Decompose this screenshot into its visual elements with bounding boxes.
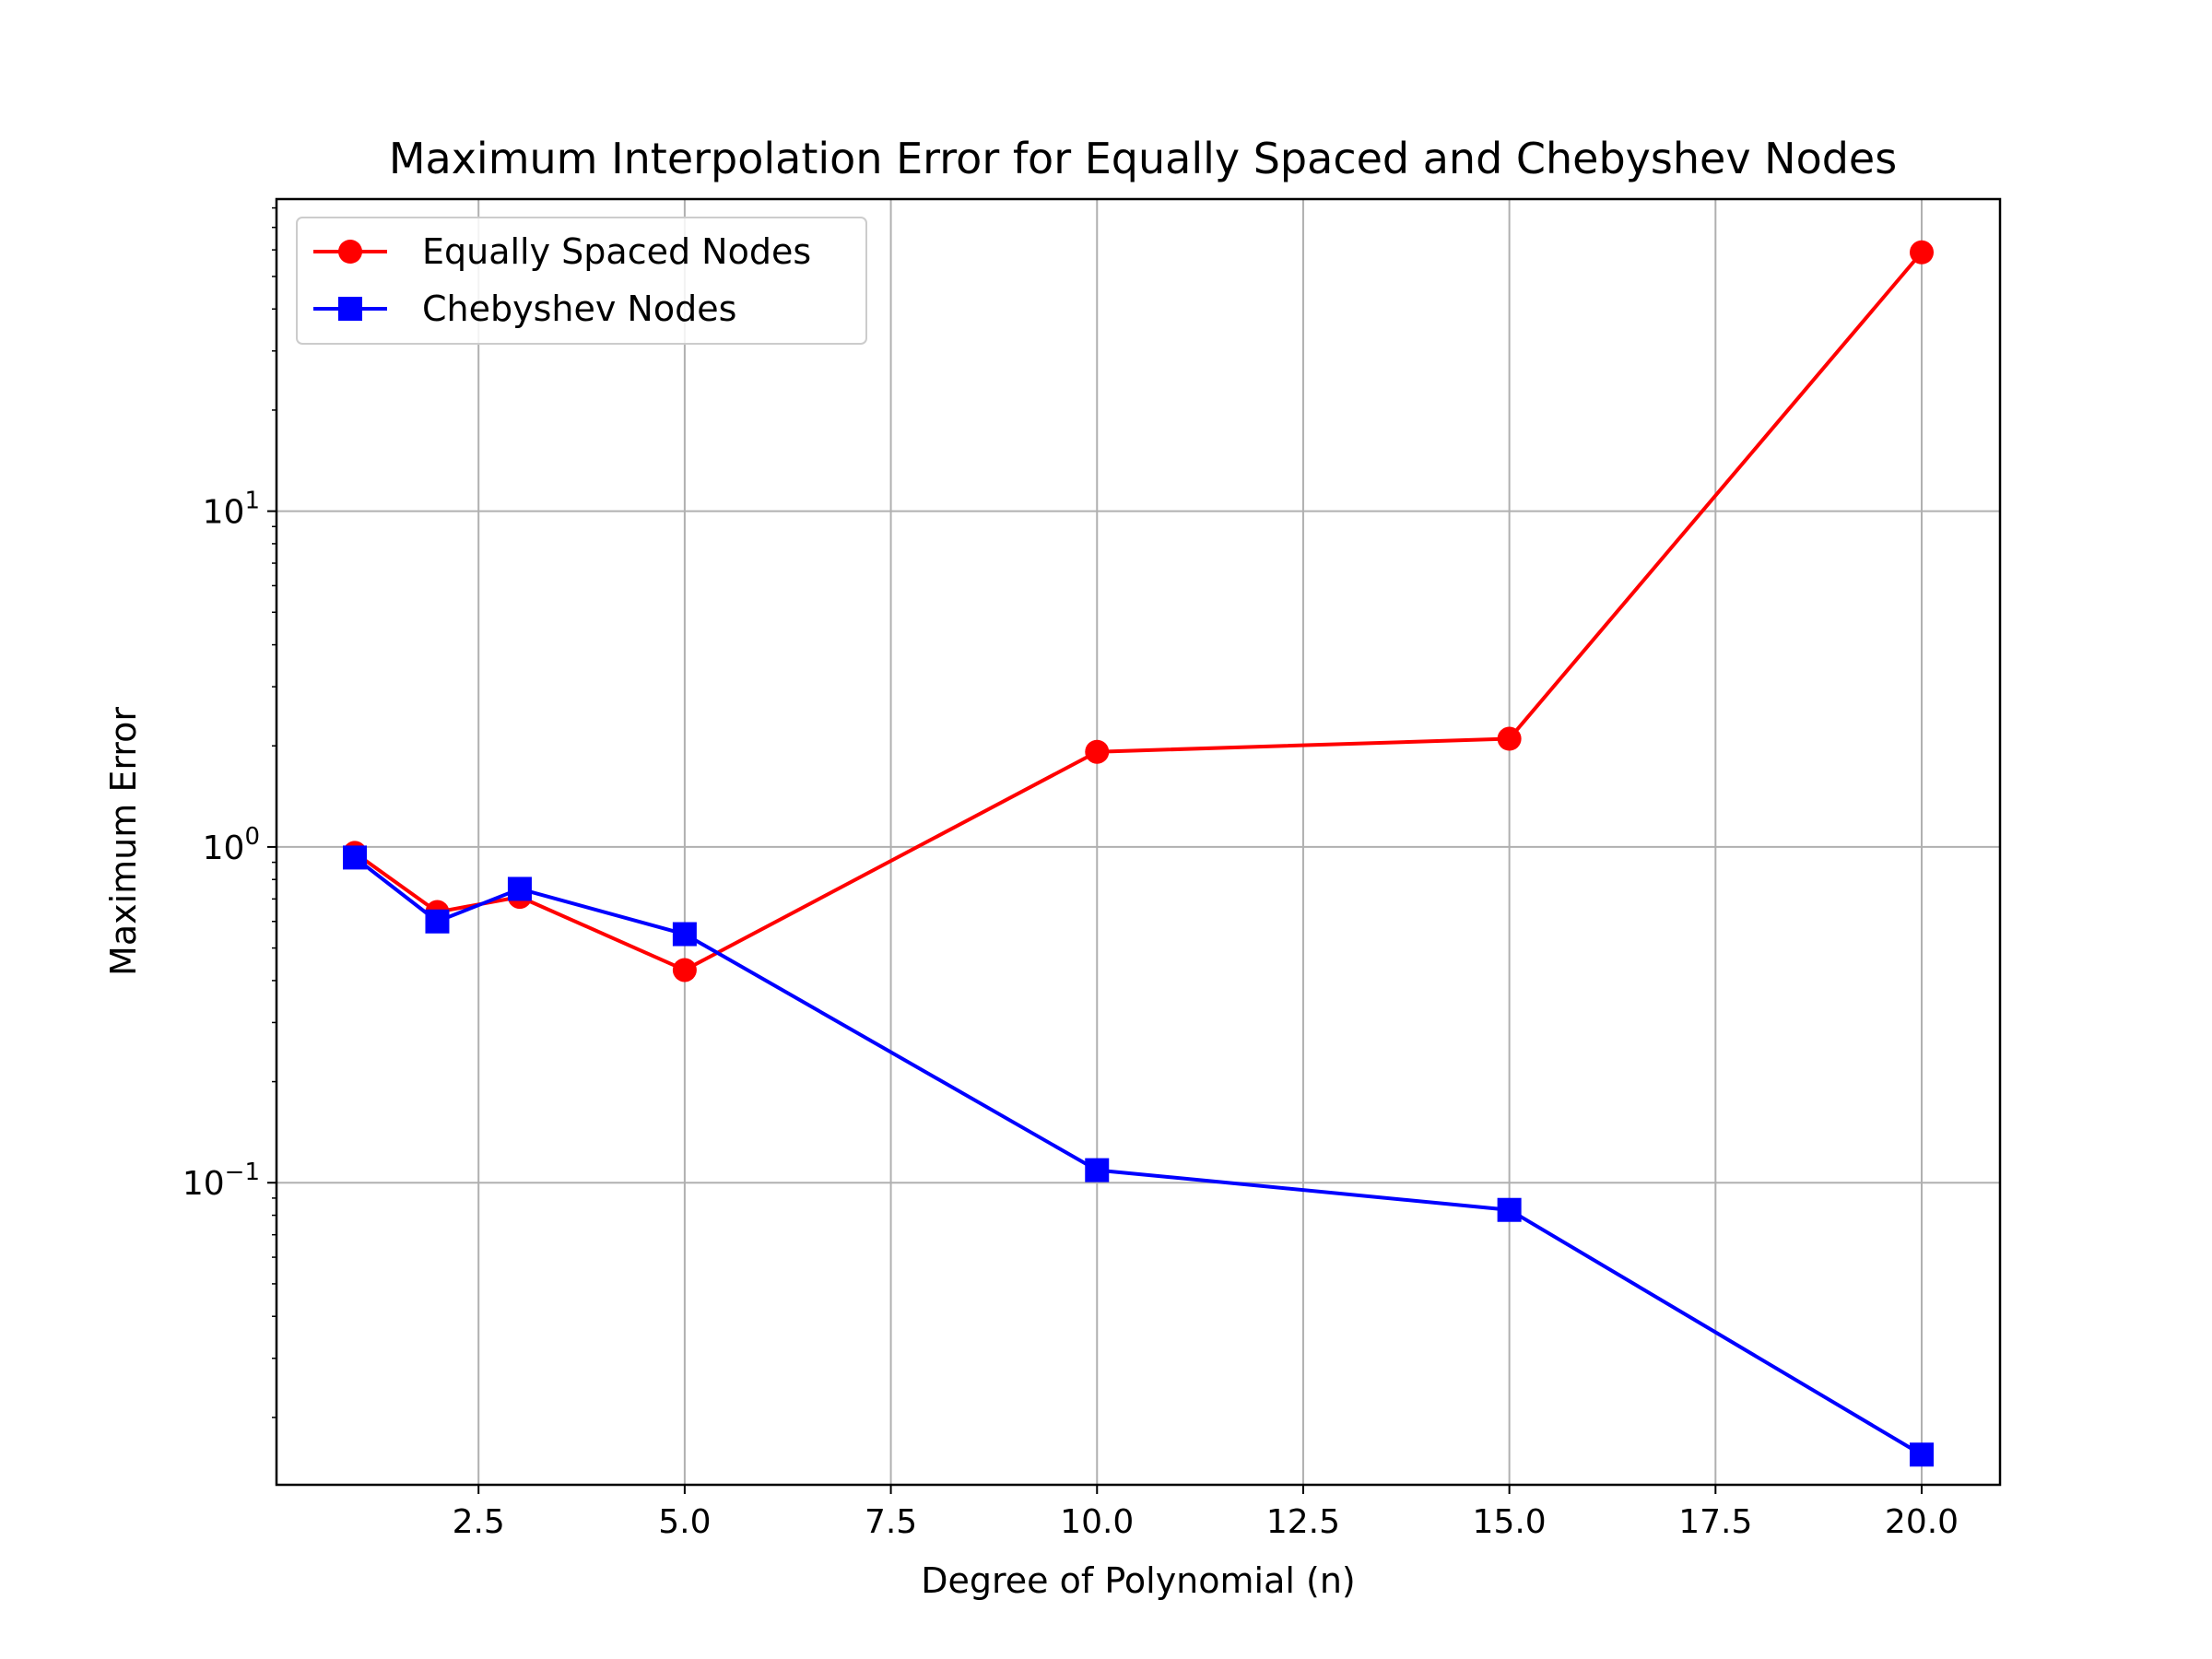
chart-title: Maximum Interpolation Error for Equally … <box>389 134 1897 183</box>
x-tick-label: 17.5 <box>1678 1503 1752 1541</box>
x-tick-label: 5.0 <box>658 1503 711 1541</box>
series-1-point <box>1085 1158 1110 1182</box>
legend-square-marker <box>338 297 362 321</box>
y-tick-label: 101 <box>203 488 260 532</box>
y-tick-label: 10−1 <box>182 1159 260 1203</box>
y-tick-exponent: −1 <box>225 1159 260 1186</box>
x-tick-label: 2.5 <box>453 1503 505 1541</box>
series-1-point <box>425 909 450 934</box>
x-axis-label: Degree of Polynomial (n) <box>921 1560 1356 1601</box>
y-tick-base: 10 <box>203 494 245 532</box>
legend-label: Chebyshev Nodes <box>422 288 736 329</box>
y-tick-exponent: 0 <box>244 823 260 851</box>
x-tick-label: 12.5 <box>1266 1503 1340 1541</box>
x-tick-label: 10.0 <box>1060 1503 1134 1541</box>
series-1-point <box>1910 1442 1934 1467</box>
series-1-point <box>343 845 367 870</box>
legend-box <box>296 217 867 345</box>
series-1-point <box>507 877 532 901</box>
series-1-point <box>1497 1197 1522 1222</box>
x-tick-label: 20.0 <box>1885 1503 1959 1541</box>
y-tick-exponent: 1 <box>244 488 260 515</box>
legend-circle-marker <box>338 240 362 264</box>
series-layer <box>343 240 1934 1467</box>
x-axis-ticks: 2.5 5.0 7.5 10.0 12.5 15.0 17.5 20.0 <box>453 1485 1959 1541</box>
legend-label: Equally Spaced Nodes <box>422 231 811 272</box>
y-tick-label: 100 <box>203 823 260 867</box>
y-axis-label: Maximum Error <box>103 707 144 976</box>
series-1-point <box>672 922 697 947</box>
legend: Equally Spaced Nodes Chebyshev Nodes <box>296 217 867 345</box>
series-0-point <box>672 958 697 982</box>
grid-lines <box>276 199 2000 1485</box>
series-0-point <box>1497 726 1522 751</box>
x-tick-label: 15.0 <box>1473 1503 1547 1541</box>
plot-frame <box>275 197 2002 1487</box>
x-tick-label: 7.5 <box>865 1503 917 1541</box>
series-0-point <box>1910 240 1934 265</box>
series-0-point <box>1085 739 1110 764</box>
y-tick-base: 10 <box>182 1165 225 1203</box>
y-tick-base: 10 <box>203 830 245 867</box>
